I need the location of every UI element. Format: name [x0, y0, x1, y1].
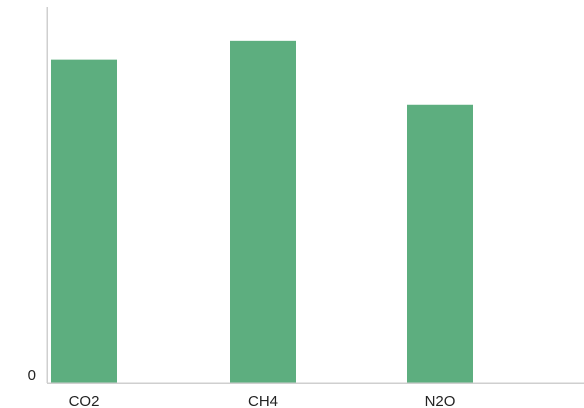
bars-group — [51, 40, 473, 384]
bar-n2o — [407, 104, 473, 383]
bar-co2 — [51, 59, 117, 383]
bar-ch4 — [230, 40, 296, 384]
x-tick-labels: CO2 CH4 N2O — [69, 393, 456, 408]
y-tick-labels: 0 — [28, 367, 36, 384]
x-tick-label-ch4: CH4 — [248, 393, 278, 408]
x-tick-label-co2: CO2 — [69, 393, 100, 408]
y-tick-label-0: 0 — [28, 367, 36, 384]
x-tick-label-n2o: N2O — [425, 393, 456, 408]
